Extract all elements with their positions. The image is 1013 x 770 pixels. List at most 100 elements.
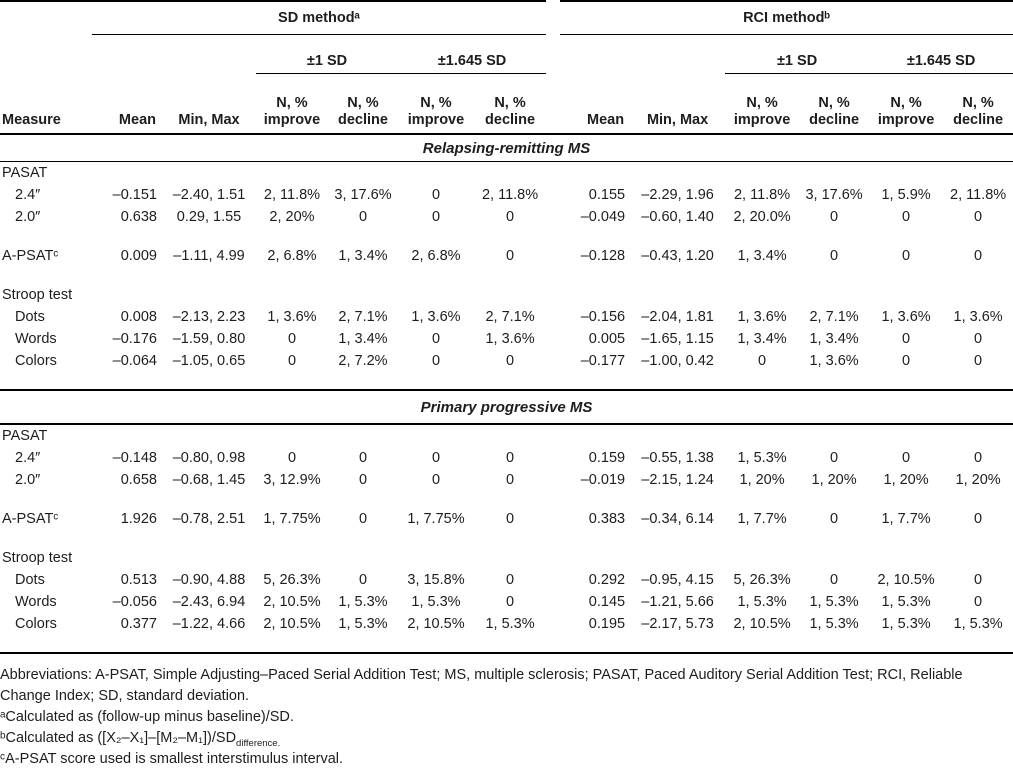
value-cell: 0 bbox=[358, 209, 368, 225]
footnote-b-subscript: difference. bbox=[236, 737, 281, 749]
value-cell: 0.005 bbox=[588, 331, 626, 347]
value-cell: 2, 20% bbox=[269, 209, 315, 225]
value-cell: 0 bbox=[431, 450, 441, 466]
row-label: 2.4″ bbox=[15, 187, 41, 203]
value-cell: 0 bbox=[902, 331, 911, 347]
value-cell: –1.65, 1.15 bbox=[641, 331, 714, 347]
value-cell: –2.15, 1.24 bbox=[641, 472, 714, 488]
value-cell: 0 bbox=[431, 187, 441, 203]
value-cell: 0 bbox=[974, 594, 983, 610]
value-cell: 1.926 bbox=[120, 511, 157, 527]
value-cell: 1, 5.3% bbox=[338, 616, 388, 632]
value-cell: –0.156 bbox=[580, 309, 626, 325]
measure-column-header: Measure bbox=[0, 73, 92, 135]
value-cell: 0 bbox=[506, 450, 515, 466]
section-title-row: Relapsing-remitting MS bbox=[0, 134, 1013, 162]
value-cell: 0.155 bbox=[588, 187, 626, 203]
group-gap-cell bbox=[546, 245, 560, 267]
value-cell: 1, 5.3% bbox=[809, 616, 859, 632]
table-row: 2.0″ 0.658 –0.68, 1.45 3, 12.9% 0 0 0 –0.019 –2.… bbox=[0, 469, 1013, 491]
value-cell: 5, 26.3% bbox=[733, 572, 791, 588]
value-cell: –2.29, 1.96 bbox=[641, 187, 714, 203]
value-cell: 1, 3.4% bbox=[737, 331, 787, 347]
value-cell: 1, 3.6% bbox=[485, 331, 535, 347]
rci-plus-minus-1645sd-header: ±1.645 SD bbox=[869, 34, 1013, 74]
method-spanner-row: SD methodᵃ RCI methodᵇ bbox=[0, 0, 1013, 35]
value-cell: 1, 20% bbox=[739, 472, 785, 488]
value-cell: –0.151 bbox=[112, 187, 157, 203]
value-cell: –0.43, 1.20 bbox=[641, 248, 714, 264]
value-cell: –0.68, 1.45 bbox=[172, 472, 246, 488]
row-label: A-PSATᶜ bbox=[2, 248, 59, 264]
value-cell: 1, 7.7% bbox=[881, 511, 931, 527]
value-cell: 0.292 bbox=[588, 572, 626, 588]
value-cell: 0 bbox=[506, 594, 515, 610]
empty-header-cell bbox=[0, 0, 92, 35]
row-label: 2.0″ bbox=[15, 209, 41, 225]
row-filler bbox=[92, 284, 1013, 306]
table-row: Stroop test bbox=[0, 547, 1013, 569]
value-cell: 0.145 bbox=[588, 594, 626, 610]
value-cell: 0.383 bbox=[588, 511, 626, 527]
value-cell: 2, 11.8% bbox=[481, 187, 539, 203]
value-cell: 0 bbox=[506, 572, 515, 588]
value-cell: –1.11, 4.99 bbox=[173, 248, 245, 264]
value-cell: 3, 17.6% bbox=[805, 187, 863, 203]
value-cell: 0.658 bbox=[120, 472, 157, 488]
value-cell: 0.195 bbox=[588, 616, 626, 632]
value-cell: 2, 10.5% bbox=[407, 616, 465, 632]
value-cell: 1, 5.3% bbox=[809, 594, 859, 610]
group-gap-cell bbox=[546, 328, 560, 350]
rci-method-header: RCI methodᵇ bbox=[560, 0, 1013, 35]
value-cell: 2, 20.0% bbox=[733, 209, 791, 225]
row-label: Stroop test bbox=[2, 287, 73, 303]
value-cell: –0.176 bbox=[112, 331, 157, 347]
value-cell: 1, 3.6% bbox=[267, 309, 317, 325]
value-cell: 1, 7.75% bbox=[263, 511, 321, 527]
value-cell: 0 bbox=[506, 248, 515, 264]
value-cell: 1, 5.3% bbox=[411, 594, 461, 610]
min-max-column-header: Min, Max bbox=[162, 73, 256, 135]
min-max-column-header: Min, Max bbox=[630, 73, 726, 135]
sd-plus-minus-1sd-header: ±1 SD bbox=[256, 34, 398, 74]
value-cell: 0 bbox=[431, 472, 441, 488]
value-cell: 2, 7.1% bbox=[809, 309, 859, 325]
group-gap-cell bbox=[546, 508, 560, 530]
abbreviations-note: Abbreviations: A-PSAT, Simple Adjusting–… bbox=[0, 667, 963, 704]
value-cell: 0.159 bbox=[588, 450, 626, 466]
value-cell: 0 bbox=[287, 450, 297, 466]
value-cell: 0 bbox=[902, 248, 911, 264]
row-label: Colors bbox=[15, 353, 57, 369]
value-cell: 0 bbox=[358, 511, 368, 527]
value-cell: 0.29, 1.55 bbox=[176, 209, 242, 225]
group-gap-cell bbox=[546, 73, 561, 135]
row-filler bbox=[92, 162, 1013, 185]
row-label: A-PSATᶜ bbox=[2, 511, 59, 527]
mean-column-header: Mean bbox=[560, 73, 631, 135]
value-cell: 0 bbox=[974, 209, 983, 225]
n-improve-column-header: N, % improve bbox=[869, 73, 944, 135]
footnote-a: ᵃCalculated as (follow-up minus baseline… bbox=[0, 709, 294, 725]
value-cell: –0.34, 6.14 bbox=[641, 511, 714, 527]
row-filler bbox=[92, 424, 1013, 447]
row-label: Words bbox=[15, 331, 57, 347]
row-label: Words bbox=[15, 594, 57, 610]
sd-band-spanner-row: ±1 SD ±1.645 SD ±1 SD ±1.645 SD bbox=[0, 34, 1013, 74]
value-cell: 5, 26.3% bbox=[263, 572, 321, 588]
value-cell: –2.43, 6.94 bbox=[172, 594, 246, 610]
value-cell: 0 bbox=[974, 248, 983, 264]
row-label: Stroop test bbox=[2, 550, 73, 566]
value-cell: 1, 20% bbox=[883, 472, 929, 488]
value-cell: 0 bbox=[830, 572, 839, 588]
value-cell: 2, 7.1% bbox=[338, 309, 388, 325]
value-cell: –2.17, 5.73 bbox=[641, 616, 714, 632]
value-cell: 0 bbox=[506, 353, 515, 369]
footnote-b-main: ᵇCalculated as ([X₂–X₁]–[M₂–M₁])/SD bbox=[0, 730, 237, 746]
table-row: PASAT bbox=[0, 424, 1013, 447]
group-gap-cell bbox=[546, 469, 560, 491]
row-label: Dots bbox=[15, 309, 45, 325]
value-cell: –2.04, 1.81 bbox=[641, 309, 714, 325]
group-gap-cell bbox=[546, 569, 560, 591]
value-cell: 1, 5.3% bbox=[953, 616, 1003, 632]
value-cell: –0.78, 2.51 bbox=[172, 511, 246, 527]
